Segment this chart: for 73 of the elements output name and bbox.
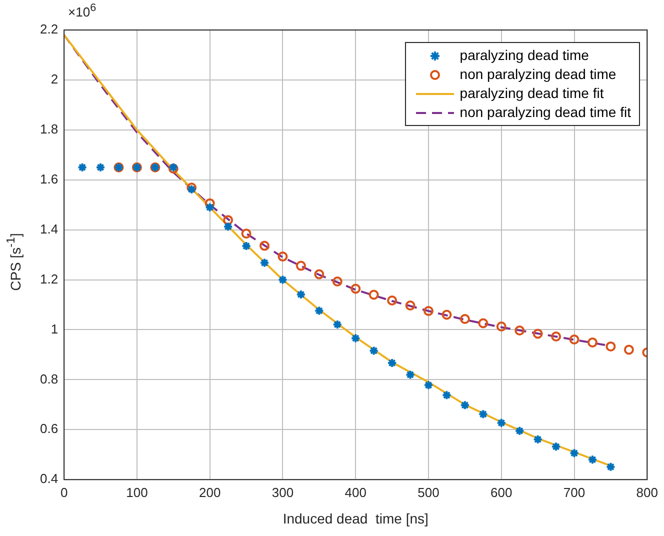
point [587, 454, 598, 465]
point [223, 222, 234, 232]
y-tick-label: 2 [50, 72, 58, 87]
point [368, 346, 379, 356]
point [569, 334, 580, 344]
point [496, 321, 506, 332]
point [514, 325, 525, 336]
x-tick-label: 600 [490, 484, 512, 500]
x-tick-label: 400 [344, 484, 366, 500]
point [514, 426, 525, 436]
y-tick-label: 2.2 [40, 22, 58, 37]
point [624, 344, 634, 355]
x-tick-label: 100 [126, 484, 148, 500]
point [96, 162, 106, 172]
point [278, 252, 288, 262]
point [260, 240, 270, 251]
point [241, 241, 252, 252]
point [424, 306, 434, 316]
point [478, 318, 488, 328]
point [424, 380, 434, 390]
point [278, 274, 288, 285]
point [204, 202, 215, 212]
point [223, 215, 234, 226]
point [442, 310, 452, 320]
y-tick-label: 1 [50, 321, 58, 336]
legend-label: non paralyzing dead time fit [460, 103, 631, 122]
point [606, 341, 616, 352]
point [368, 290, 379, 300]
point [314, 269, 324, 280]
point [460, 314, 470, 324]
point [551, 442, 562, 452]
point [569, 448, 580, 458]
x-tick-label: 0 [60, 484, 68, 500]
legend-label: paralyzing dead time fit [460, 84, 604, 103]
point [460, 400, 470, 410]
point [606, 462, 616, 472]
point [587, 337, 598, 348]
point [350, 284, 361, 294]
point [442, 390, 452, 400]
point [314, 306, 324, 316]
y-tick-label: 1.4 [40, 221, 58, 236]
point [405, 370, 416, 380]
point [296, 260, 306, 271]
point [532, 328, 543, 339]
x-tick-label: 500 [418, 484, 440, 500]
y-tick-label: 1.2 [40, 271, 58, 286]
x-tick-label: 200 [198, 484, 221, 500]
point [241, 228, 252, 239]
legend-label: paralyzing dead time [460, 46, 589, 65]
point [387, 358, 398, 368]
point [350, 333, 361, 344]
point [332, 276, 342, 287]
point [532, 434, 543, 444]
point [551, 331, 562, 342]
x-tick-label: 800 [636, 484, 658, 500]
point [387, 296, 398, 306]
y-tick-label: 0.8 [40, 371, 58, 386]
legend-label: non paralyzing dead time [460, 65, 616, 84]
point [332, 319, 342, 330]
x-tick-label: 700 [563, 484, 586, 500]
point [77, 162, 88, 172]
point [496, 418, 506, 428]
y-tick-label: 1.8 [40, 121, 58, 136]
point [405, 300, 416, 311]
y-tick-label: 0.4 [40, 471, 58, 486]
point [478, 409, 488, 420]
point [296, 290, 306, 300]
x-axis-title: Induced dead time [ns] [282, 510, 428, 526]
x-tick-label: 300 [272, 484, 294, 500]
y-tick-label: 1.6 [40, 171, 58, 186]
y-tick-label: 0.6 [40, 421, 58, 436]
point [260, 258, 270, 268]
text: ×10$^{6}$ [68, 2, 96, 20]
